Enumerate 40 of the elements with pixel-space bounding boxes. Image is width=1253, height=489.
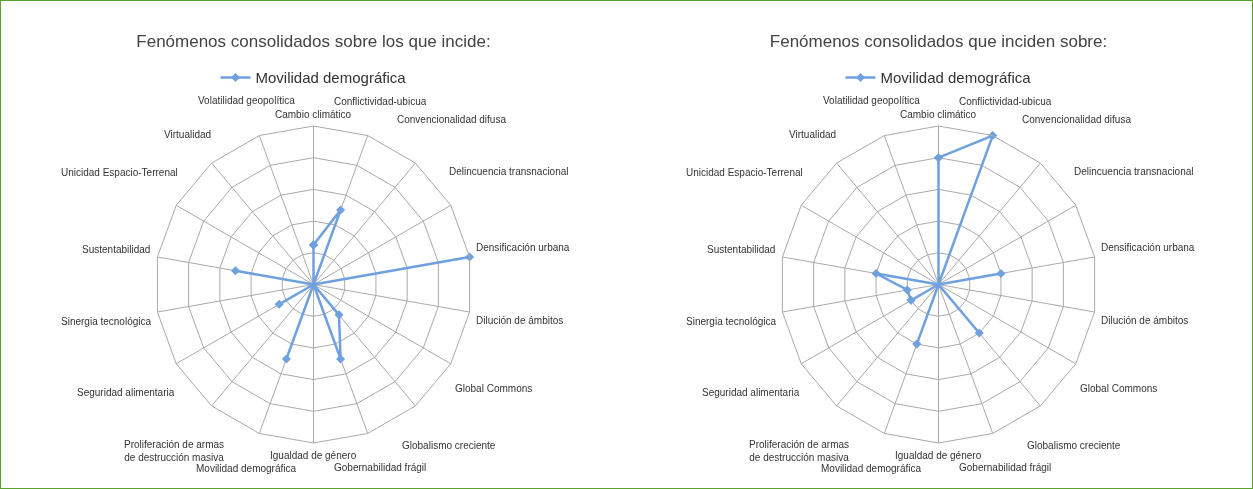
spoke-label: Virtualidad — [789, 129, 837, 140]
spoke-label: Igualdad de género — [895, 450, 982, 461]
spoke-label: Cambio climático — [900, 109, 977, 120]
spoke-label: Gobernabilidad frágil — [959, 462, 1052, 473]
spoke-label: Seguridad alimentaria — [702, 387, 800, 398]
spoke-label: Gobernabilidad frágil — [334, 462, 427, 473]
spoke-label: Movilidad demográfica — [821, 463, 922, 474]
spoke-label: Dilución de ámbitos — [476, 315, 564, 326]
legend-label: Movilidad demográfica — [255, 69, 407, 87]
spoke-label: Volatilidad geopolítica — [198, 95, 296, 106]
spoke-label: Igualdad de género — [270, 450, 357, 461]
spoke-label: Global Commons — [455, 383, 533, 394]
spoke-label: Proliferación de armas de destrucción masiva — [749, 439, 850, 463]
spoke-label: Seguridad alimentaria — [77, 387, 175, 398]
spoke-label: Densificación urbana — [476, 242, 570, 253]
spoke-label: Virtualidad — [164, 129, 212, 140]
spoke-label: Convencionalidad difusa — [1022, 114, 1132, 125]
spoke-label: Global Commons — [1080, 383, 1158, 394]
spoke-label: Proliferación de armas de destrucción masiva — [124, 439, 225, 463]
chart-title: Fenómenos consolidados que inciden sobre: — [769, 31, 1108, 51]
chart-title: Fenómenos consolidados sobre los que incide: — [136, 31, 491, 51]
spoke-label: Delincuencia transnacional — [1074, 166, 1194, 177]
spoke-label: Globalismo creciente — [1027, 440, 1121, 451]
spoke-label: Unicidad Espacio-Terrenal — [686, 167, 803, 178]
spoke-label: Sinergia tecnológica — [61, 316, 152, 327]
spoke-label: Globalismo creciente — [402, 440, 496, 451]
spoke-label: Movilidad demográfica — [196, 463, 297, 474]
spoke-label: Convencionalidad difusa — [397, 114, 507, 125]
spoke-label: Densificación urbana — [1101, 242, 1195, 253]
spoke-label: Conflictividad-ubicua — [334, 96, 427, 107]
spoke-label: Conflictividad-ubicua — [959, 96, 1052, 107]
spoke-label: Dilución de ámbitos — [1101, 315, 1189, 326]
spoke-label: Cambio climático — [275, 109, 352, 120]
spoke-label: Volatilidad geopolítica — [823, 95, 921, 106]
spoke-label: Sinergia tecnológica — [686, 316, 777, 327]
spoke-label: Sustentabilidad — [707, 244, 776, 255]
spoke-label: Sustentabilidad — [82, 244, 151, 255]
spoke-label: Unicidad Espacio-Terrenal — [61, 167, 178, 178]
legend-label: Movilidad demográfica — [880, 69, 1032, 87]
spoke-label: Delincuencia transnacional — [449, 166, 569, 177]
